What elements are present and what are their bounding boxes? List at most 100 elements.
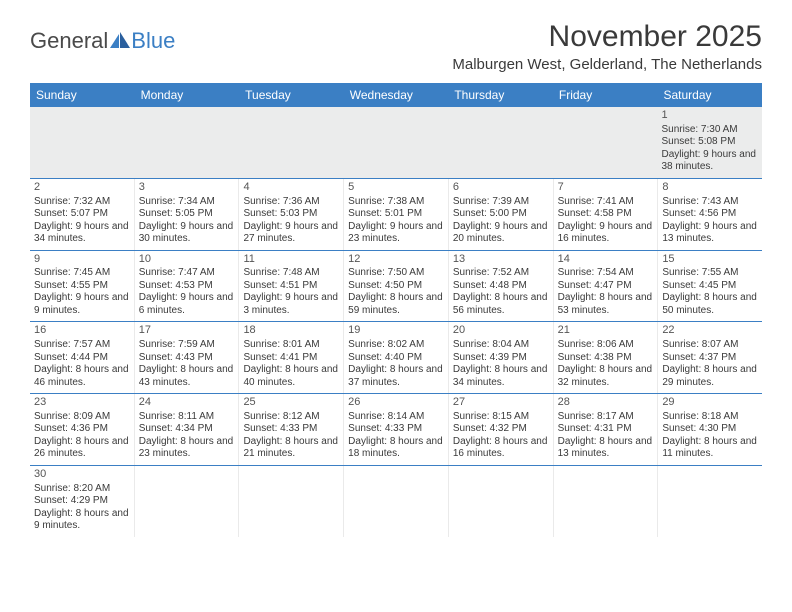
sunset-text: Sunset: 4:45 PM [662,280,758,293]
sunrise-text: Sunrise: 7:45 AM [34,267,130,280]
daylight-text: Daylight: 8 hours and 21 minutes. [243,436,339,461]
sunset-text: Sunset: 4:53 PM [139,280,235,293]
day-cell: 6Sunrise: 7:39 AMSunset: 5:00 PMDaylight… [449,179,554,250]
sunrise-text: Sunrise: 7:32 AM [34,196,130,209]
day-number: 10 [139,253,235,267]
day-number: 1 [661,109,758,123]
logo-text-1: General [30,28,108,54]
daylight-text: Daylight: 8 hours and 23 minutes. [139,436,235,461]
daylight-text: Daylight: 8 hours and 18 minutes. [348,436,444,461]
day-number: 30 [34,468,130,482]
day-number: 19 [348,324,444,338]
day-cell [554,466,659,537]
sunset-text: Sunset: 5:00 PM [453,208,549,221]
daylight-text: Daylight: 9 hours and 6 minutes. [139,292,235,317]
day-cell: 28Sunrise: 8:17 AMSunset: 4:31 PMDayligh… [554,394,659,465]
daylight-text: Daylight: 9 hours and 27 minutes. [243,221,339,246]
day-number: 12 [348,253,444,267]
daylight-text: Daylight: 8 hours and 59 minutes. [348,292,444,317]
day-number: 20 [453,324,549,338]
daylight-text: Daylight: 8 hours and 13 minutes. [558,436,654,461]
day-cell: 7Sunrise: 7:41 AMSunset: 4:58 PMDaylight… [554,179,659,250]
daylight-text: Daylight: 8 hours and 11 minutes. [662,436,758,461]
day-cell: 14Sunrise: 7:54 AMSunset: 4:47 PMDayligh… [554,251,659,322]
daylight-text: Daylight: 8 hours and 29 minutes. [662,364,758,389]
day-number: 22 [662,324,758,338]
sunrise-text: Sunrise: 8:14 AM [348,411,444,424]
day-cell [239,107,344,178]
sunrise-text: Sunrise: 7:34 AM [139,196,235,209]
day-number: 7 [558,181,654,195]
daylight-text: Daylight: 9 hours and 13 minutes. [662,221,758,246]
daylight-text: Daylight: 8 hours and 43 minutes. [139,364,235,389]
day-cell: 16Sunrise: 7:57 AMSunset: 4:44 PMDayligh… [30,322,135,393]
day-number: 6 [453,181,549,195]
sunset-text: Sunset: 5:05 PM [139,208,235,221]
sunset-text: Sunset: 5:03 PM [243,208,339,221]
sunrise-text: Sunrise: 8:15 AM [453,411,549,424]
weekday-monday: Monday [135,83,240,107]
day-number: 8 [662,181,758,195]
day-number: 11 [243,253,339,267]
sunrise-text: Sunrise: 7:39 AM [453,196,549,209]
sunrise-text: Sunrise: 7:55 AM [662,267,758,280]
weekday-saturday: Saturday [657,83,762,107]
title-block: November 2025 Malburgen West, Gelderland… [452,20,762,73]
day-cell [449,466,554,537]
sunrise-text: Sunrise: 7:48 AM [243,267,339,280]
sunset-text: Sunset: 4:43 PM [139,352,235,365]
weekday-tuesday: Tuesday [239,83,344,107]
sunrise-text: Sunrise: 8:18 AM [662,411,758,424]
day-cell: 12Sunrise: 7:50 AMSunset: 4:50 PMDayligh… [344,251,449,322]
day-cell: 5Sunrise: 7:38 AMSunset: 5:01 PMDaylight… [344,179,449,250]
day-cell: 17Sunrise: 7:59 AMSunset: 4:43 PMDayligh… [135,322,240,393]
daylight-text: Daylight: 8 hours and 46 minutes. [34,364,130,389]
week-row: 16Sunrise: 7:57 AMSunset: 4:44 PMDayligh… [30,322,762,394]
sunset-text: Sunset: 5:01 PM [348,208,444,221]
sunrise-text: Sunrise: 8:06 AM [558,339,654,352]
day-cell: 10Sunrise: 7:47 AMSunset: 4:53 PMDayligh… [135,251,240,322]
day-cell: 27Sunrise: 8:15 AMSunset: 4:32 PMDayligh… [449,394,554,465]
sunset-text: Sunset: 4:36 PM [34,423,130,436]
daylight-text: Daylight: 8 hours and 40 minutes. [243,364,339,389]
day-cell: 1Sunrise: 7:30 AMSunset: 5:08 PMDaylight… [657,107,762,178]
week-row: 30Sunrise: 8:20 AMSunset: 4:29 PMDayligh… [30,466,762,537]
sunrise-text: Sunrise: 7:50 AM [348,267,444,280]
day-cell: 26Sunrise: 8:14 AMSunset: 4:33 PMDayligh… [344,394,449,465]
sunrise-text: Sunrise: 8:09 AM [34,411,130,424]
day-cell: 11Sunrise: 7:48 AMSunset: 4:51 PMDayligh… [239,251,344,322]
sunrise-text: Sunrise: 8:01 AM [243,339,339,352]
logo-text-2: Blue [131,28,175,54]
day-number: 29 [662,396,758,410]
daylight-text: Daylight: 8 hours and 16 minutes. [453,436,549,461]
day-cell: 19Sunrise: 8:02 AMSunset: 4:40 PMDayligh… [344,322,449,393]
logo-sail-icon [110,28,130,54]
sunset-text: Sunset: 4:56 PM [662,208,758,221]
day-cell [448,107,553,178]
day-cell [344,107,449,178]
day-cell [135,466,240,537]
day-cell: 9Sunrise: 7:45 AMSunset: 4:55 PMDaylight… [30,251,135,322]
day-cell [135,107,240,178]
day-cell [30,107,135,178]
sunrise-text: Sunrise: 7:52 AM [453,267,549,280]
sunset-text: Sunset: 4:30 PM [662,423,758,436]
sunset-text: Sunset: 4:58 PM [558,208,654,221]
sunset-text: Sunset: 4:33 PM [348,423,444,436]
sunset-text: Sunset: 4:44 PM [34,352,130,365]
day-number: 27 [453,396,549,410]
sunset-text: Sunset: 4:39 PM [453,352,549,365]
day-number: 3 [139,181,235,195]
day-number: 15 [662,253,758,267]
sunset-text: Sunset: 4:40 PM [348,352,444,365]
sunset-text: Sunset: 5:08 PM [661,136,758,149]
daylight-text: Daylight: 9 hours and 3 minutes. [243,292,339,317]
day-number: 13 [453,253,549,267]
daylight-text: Daylight: 8 hours and 32 minutes. [558,364,654,389]
daylight-text: Daylight: 8 hours and 56 minutes. [453,292,549,317]
sunset-text: Sunset: 5:07 PM [34,208,130,221]
day-cell: 18Sunrise: 8:01 AMSunset: 4:41 PMDayligh… [239,322,344,393]
sunset-text: Sunset: 4:37 PM [662,352,758,365]
day-number: 18 [243,324,339,338]
sunrise-text: Sunrise: 7:54 AM [558,267,654,280]
